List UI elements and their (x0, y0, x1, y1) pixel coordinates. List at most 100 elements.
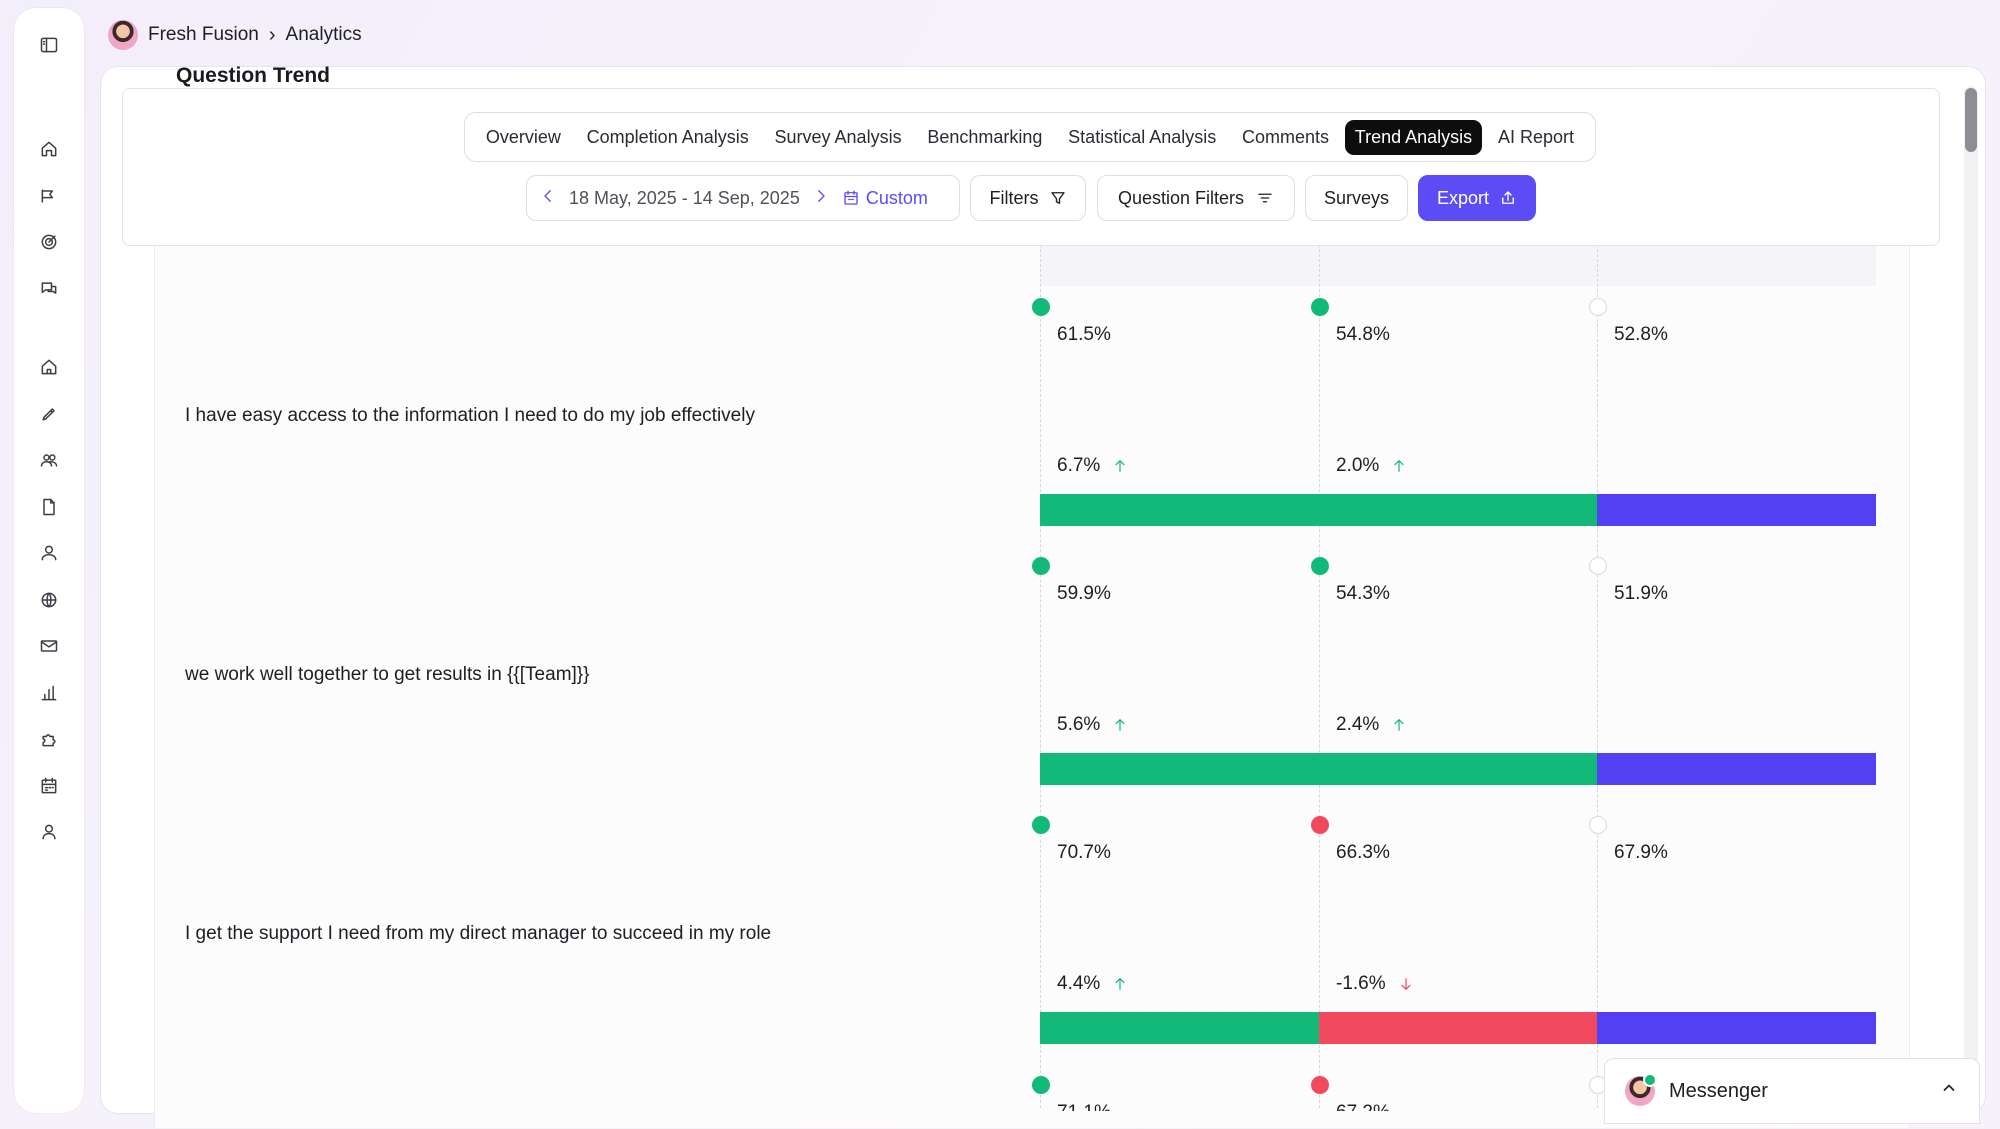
tab-ai-report[interactable]: AI Report (1497, 126, 1574, 147)
delta-text: 2.0% (1336, 455, 1380, 476)
trend-dot (1589, 816, 1607, 834)
date-range-picker: 18 May, 2025 - 14 Sep, 2025 Custom (526, 175, 960, 221)
trend-dot (1311, 1076, 1329, 1094)
trend-dot (1589, 298, 1607, 316)
trend-dot (1032, 557, 1050, 575)
chat-icon[interactable] (36, 276, 62, 302)
person-icon[interactable] (36, 819, 62, 845)
column-divider (1597, 244, 1598, 1108)
scrollbar-thumb[interactable] (1965, 88, 1977, 152)
mail-icon[interactable] (36, 633, 62, 659)
custom-label: Custom (865, 187, 928, 208)
home-icon[interactable] (36, 354, 62, 380)
trend-bar-segment (1319, 1012, 1597, 1044)
bar-chart-icon[interactable] (36, 680, 62, 706)
arrow-up-icon (1394, 719, 1404, 731)
breadcrumb-org[interactable]: Fresh Fusion (148, 24, 259, 45)
surveys-label: Surveys (1323, 187, 1390, 208)
trend-dot (1311, 557, 1329, 575)
arrow-up-icon (1115, 460, 1125, 472)
delta-text: 4.4% (1057, 973, 1101, 994)
export-button[interactable]: Export (1418, 175, 1536, 221)
chevron-right-icon[interactable] (812, 187, 830, 210)
user-icon[interactable] (36, 540, 62, 566)
delta-value: 5.6% (1057, 714, 1128, 736)
trend-bar-segment (1319, 753, 1597, 785)
delta-text: 5.6% (1057, 714, 1101, 735)
score-value: 59.9% (1057, 583, 1111, 604)
funnel-icon (1050, 192, 1065, 204)
arrow-down-icon (1401, 978, 1411, 990)
trend-dot (1311, 816, 1329, 834)
calendar-icon[interactable] (36, 773, 62, 799)
export-label: Export (1436, 187, 1490, 208)
date-range-text[interactable]: 18 May, 2025 - 14 Sep, 2025 (569, 187, 800, 208)
column-header-strip (1040, 244, 1876, 286)
home-icon[interactable] (36, 136, 62, 162)
chevron-left-icon[interactable] (539, 187, 557, 210)
custom-range-button[interactable]: Custom (842, 188, 928, 209)
trend-bar-segment (1597, 494, 1876, 526)
puzzle-icon[interactable] (36, 726, 62, 752)
tab-overview[interactable]: Overview (485, 126, 561, 147)
surveys-button[interactable]: Surveys (1305, 175, 1408, 221)
trend-dot (1589, 557, 1607, 575)
trend-bar-segment (1597, 1012, 1876, 1044)
tab-trend-analysis[interactable]: Trend Analysis (1344, 119, 1483, 155)
filters-button[interactable]: Filters (970, 175, 1086, 221)
score-value: 71.1% (1057, 1102, 1111, 1111)
share-icon (1502, 191, 1514, 204)
breadcrumb: Fresh Fusion › Analytics (108, 18, 362, 52)
score-value: 61.5% (1057, 324, 1111, 345)
trend-bar-segment (1040, 753, 1319, 785)
delta-text: 2.4% (1336, 714, 1380, 735)
avatar[interactable] (108, 20, 138, 50)
trend-dot (1311, 298, 1329, 316)
sidebar-toggle-icon[interactable] (36, 32, 62, 58)
document-icon[interactable] (36, 494, 62, 520)
partial-row-clip: 71.1% 67.2% (1040, 1098, 1640, 1111)
delta-value: 2.4% (1336, 714, 1407, 736)
column-divider (1040, 244, 1041, 1108)
score-value: 67.2% (1336, 1102, 1390, 1111)
delta-value: 6.7% (1057, 455, 1128, 477)
question-text: I have easy access to the information I … (185, 405, 755, 426)
chevron-up-icon[interactable] (1939, 1078, 1959, 1104)
delta-value: -1.6% (1336, 973, 1414, 995)
tab-completion-analysis[interactable]: Completion Analysis (586, 126, 749, 147)
team-icon[interactable] (36, 447, 62, 473)
avatar (1625, 1073, 1657, 1106)
analytics-tabs: Overview Completion Analysis Survey Anal… (464, 112, 1596, 162)
score-value: 66.3% (1336, 842, 1390, 863)
pencil-icon[interactable] (36, 401, 62, 427)
target-icon[interactable] (36, 229, 62, 255)
tab-statistical-analysis[interactable]: Statistical Analysis (1068, 126, 1217, 147)
column-divider (1319, 244, 1320, 1108)
calendar-icon (844, 190, 858, 205)
megaphone-icon[interactable] (36, 183, 62, 209)
tab-survey-analysis[interactable]: Survey Analysis (774, 126, 902, 147)
question-filters-button[interactable]: Question Filters (1097, 175, 1295, 221)
score-value: 54.3% (1336, 583, 1390, 604)
online-status-dot (1643, 1073, 1657, 1087)
trend-dot (1032, 298, 1050, 316)
chevron-right-icon: › (268, 23, 276, 46)
question-text: we work well together to get results in … (185, 664, 590, 685)
trend-dot (1032, 1076, 1050, 1094)
score-value: 54.8% (1336, 324, 1390, 345)
globe-icon[interactable] (36, 587, 62, 613)
scrollbar-track[interactable] (1964, 86, 1978, 1106)
tab-benchmarking[interactable]: Benchmarking (927, 126, 1043, 147)
score-value: 70.7% (1057, 842, 1111, 863)
arrow-up-icon (1115, 978, 1125, 990)
question-text: I get the support I need from my direct … (185, 923, 772, 944)
breadcrumb-page: Analytics (285, 24, 362, 45)
trend-bar-segment (1040, 1012, 1319, 1044)
score-value: 52.8% (1614, 324, 1668, 345)
messenger-widget[interactable]: Messenger (1604, 1058, 1980, 1124)
tab-comments[interactable]: Comments (1242, 126, 1330, 147)
trend-bar-segment (1319, 494, 1597, 526)
delta-text: -1.6% (1336, 973, 1386, 994)
messenger-label: Messenger (1669, 1079, 1768, 1102)
question-filters-label: Question Filters (1117, 187, 1245, 208)
